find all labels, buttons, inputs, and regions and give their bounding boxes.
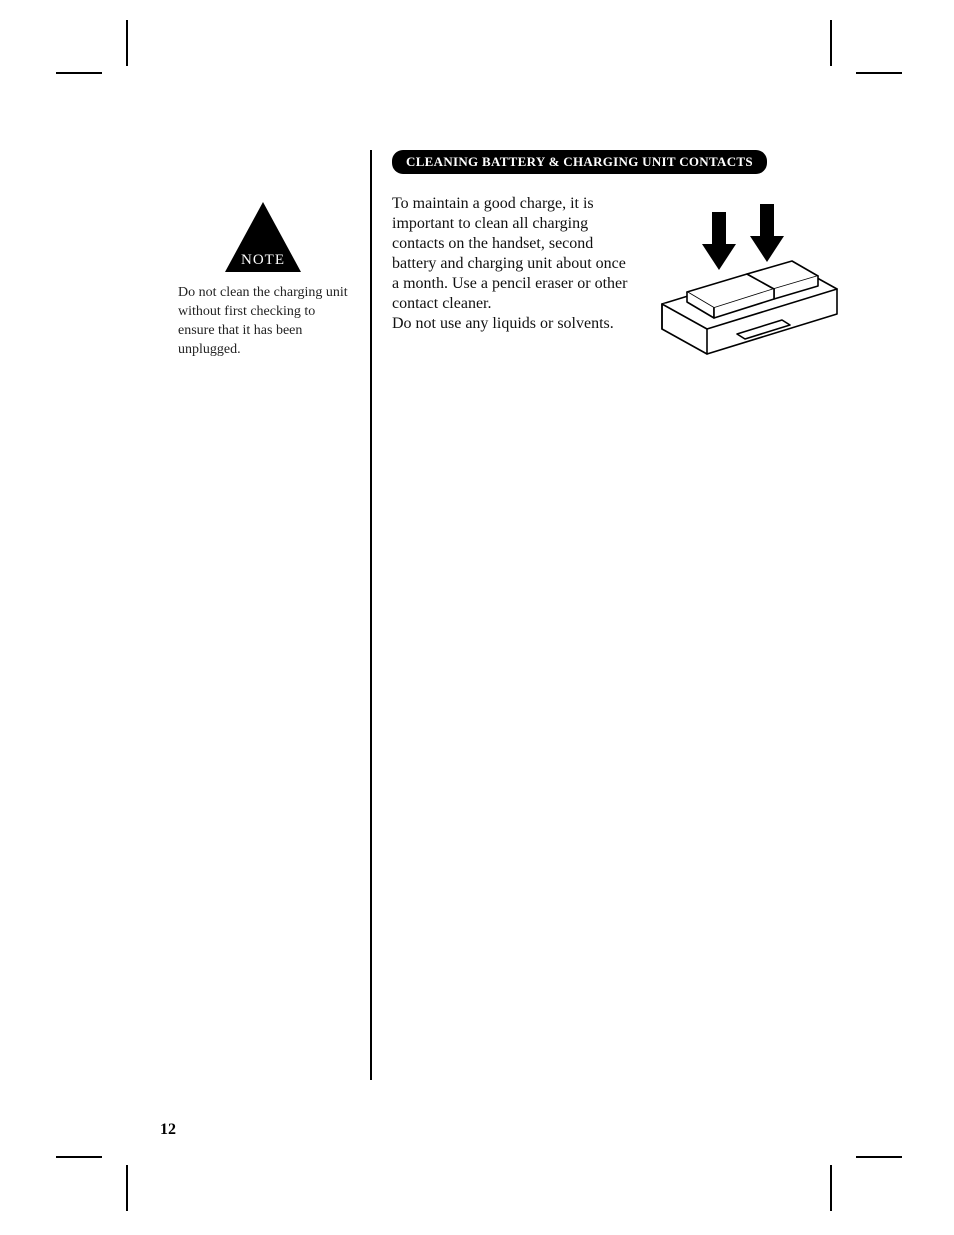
crop-mark — [830, 1165, 832, 1211]
crop-mark — [126, 20, 128, 66]
sidebar-note: NOTE Do not clean the charging unit with… — [178, 200, 348, 360]
crop-mark — [856, 72, 902, 74]
crop-mark — [830, 20, 832, 66]
note-text: Do not clean the charging unit without f… — [178, 284, 348, 360]
manual-page: NOTE Do not clean the charging unit with… — [0, 0, 954, 1235]
charging-unit-illustration — [642, 194, 842, 369]
body-row: To maintain a good charge, it is importa… — [392, 194, 842, 369]
crop-mark — [56, 72, 102, 74]
body-text: To maintain a good charge, it is importa… — [392, 194, 628, 334]
column-divider — [370, 150, 372, 1080]
section-header: CLEANING BATTERY & CHARGING UNIT CONTACT… — [392, 150, 767, 174]
crop-mark — [856, 1156, 902, 1158]
main-column: CLEANING BATTERY & CHARGING UNIT CONTACT… — [392, 150, 842, 369]
crop-mark — [56, 1156, 102, 1158]
page-number: 12 — [160, 1121, 176, 1139]
note-triangle-icon: NOTE — [223, 200, 303, 278]
crop-mark — [126, 1165, 128, 1211]
note-label: NOTE — [241, 252, 285, 268]
